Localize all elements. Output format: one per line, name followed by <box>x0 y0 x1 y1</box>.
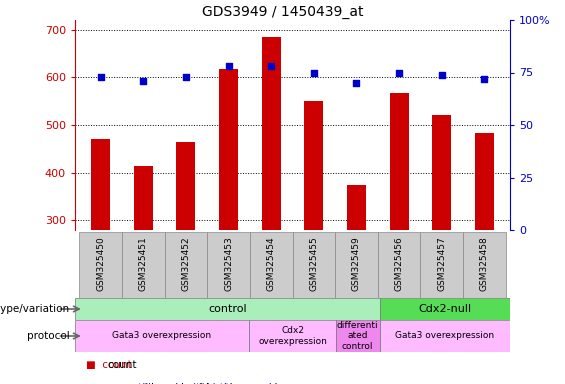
Bar <box>249 320 336 352</box>
Text: Cdx2-null: Cdx2-null <box>418 304 471 314</box>
Text: GSM325459: GSM325459 <box>352 236 361 291</box>
Bar <box>380 298 510 320</box>
Point <box>437 71 446 78</box>
Bar <box>389 93 408 230</box>
Point <box>96 74 105 80</box>
Bar <box>347 185 366 230</box>
Point <box>352 80 361 86</box>
Bar <box>75 298 380 320</box>
Bar <box>262 37 281 230</box>
Text: Cdx2
overexpression: Cdx2 overexpression <box>258 326 327 346</box>
Point <box>394 70 403 76</box>
Point <box>139 78 148 84</box>
Bar <box>219 69 238 230</box>
Point <box>224 63 233 69</box>
Bar <box>250 232 293 298</box>
Text: GSM325452: GSM325452 <box>181 237 190 291</box>
Bar <box>91 139 110 230</box>
Text: differenti
ated
control: differenti ated control <box>337 321 379 351</box>
Text: count: count <box>108 360 137 370</box>
Bar <box>304 101 323 230</box>
Text: GSM325458: GSM325458 <box>480 236 489 291</box>
Bar <box>475 133 494 230</box>
Bar <box>164 232 207 298</box>
Bar <box>75 320 249 352</box>
Bar <box>336 320 380 352</box>
Text: Gata3 overexpression: Gata3 overexpression <box>395 331 494 341</box>
Text: percentile rank within the sample: percentile rank within the sample <box>108 383 284 384</box>
Bar <box>79 232 122 298</box>
Bar <box>432 116 451 230</box>
Text: protocol: protocol <box>27 331 69 341</box>
Text: genotype/variation: genotype/variation <box>0 304 69 314</box>
Text: GSM325454: GSM325454 <box>267 237 276 291</box>
Point <box>181 74 190 80</box>
Bar <box>420 232 463 298</box>
Bar <box>463 232 506 298</box>
Point <box>480 76 489 82</box>
Bar <box>335 232 378 298</box>
Text: ■  count: ■ count <box>86 360 132 370</box>
Text: GSM325453: GSM325453 <box>224 236 233 291</box>
Bar <box>380 320 510 352</box>
Point <box>267 63 276 69</box>
Bar <box>378 232 420 298</box>
Text: GDS3949 / 1450439_at: GDS3949 / 1450439_at <box>202 5 363 19</box>
Text: control: control <box>208 304 246 314</box>
Text: GSM325450: GSM325450 <box>96 236 105 291</box>
Text: GSM325455: GSM325455 <box>309 236 318 291</box>
Text: GSM325456: GSM325456 <box>394 236 403 291</box>
Bar <box>122 232 164 298</box>
Text: GSM325457: GSM325457 <box>437 236 446 291</box>
Text: ■  percentile rank within the sample: ■ percentile rank within the sample <box>86 383 279 384</box>
Text: GSM325451: GSM325451 <box>139 236 147 291</box>
Text: Gata3 overexpression: Gata3 overexpression <box>112 331 211 341</box>
Point <box>309 70 318 76</box>
Bar <box>293 232 335 298</box>
Bar <box>176 142 195 230</box>
Bar <box>134 166 153 230</box>
Bar <box>207 232 250 298</box>
